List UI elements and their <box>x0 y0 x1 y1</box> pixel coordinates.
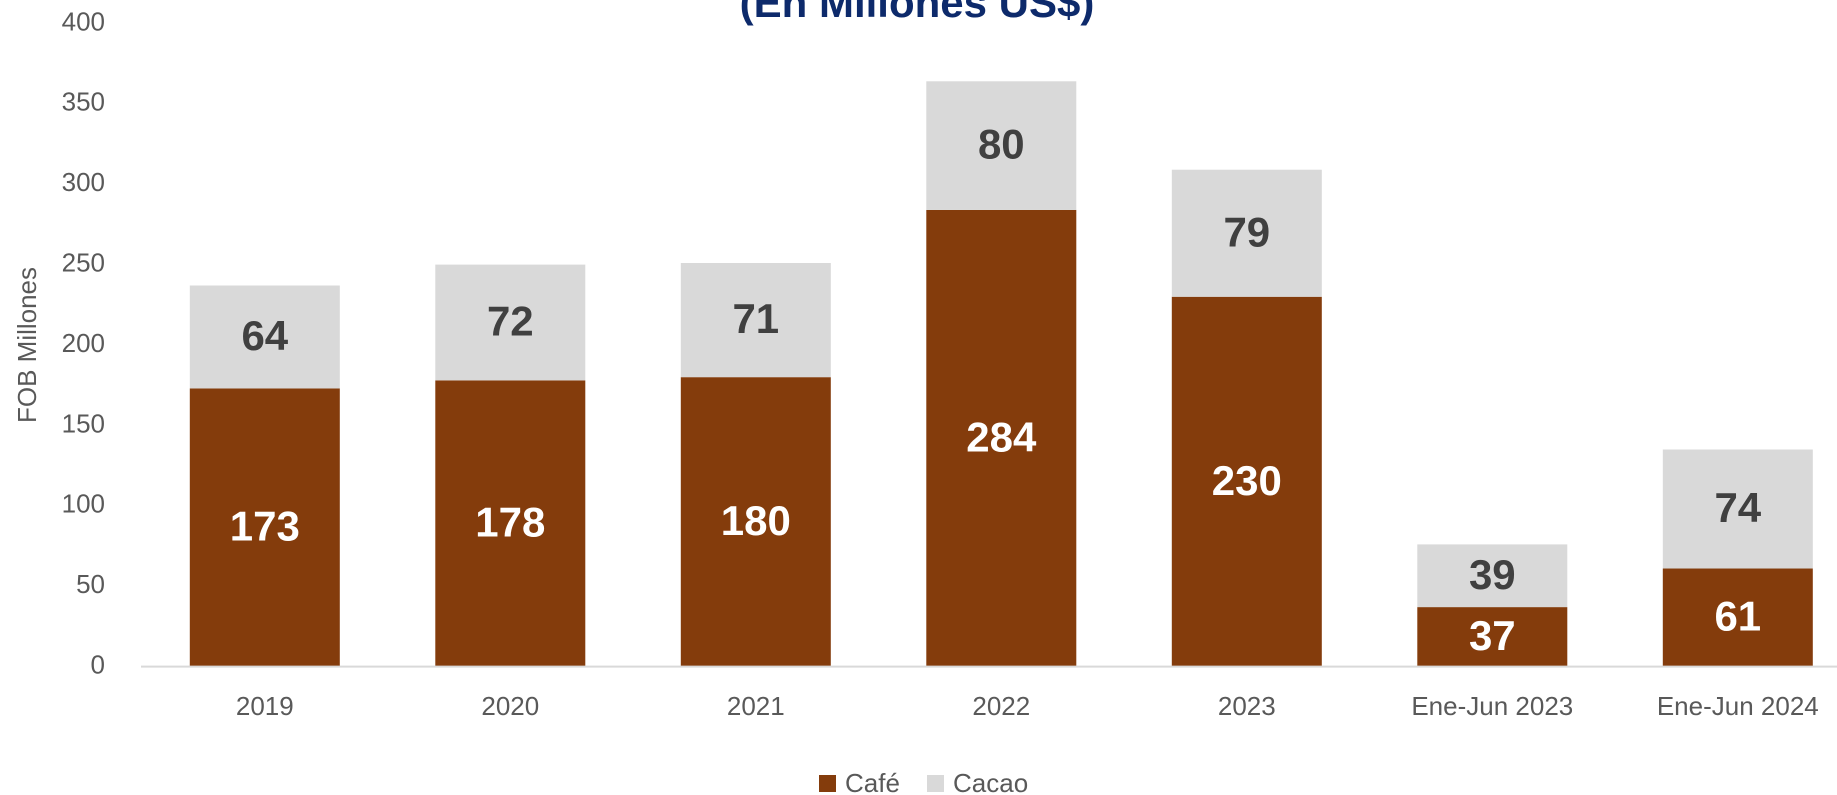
bar-segment <box>680 262 831 378</box>
data-label: 178 <box>475 499 545 546</box>
y-tick-label: 200 <box>62 328 105 358</box>
y-axis-label: FOB Millones <box>12 267 42 423</box>
bar-segment <box>680 377 831 667</box>
y-tick-label: 250 <box>62 247 105 277</box>
y-tick-label: 350 <box>62 87 105 117</box>
bar-segment <box>1417 607 1568 667</box>
data-label: 80 <box>978 121 1025 168</box>
bar-segment <box>435 380 586 667</box>
data-label: 61 <box>1714 593 1761 640</box>
y-tick-label: 300 <box>62 167 105 197</box>
data-label: 37 <box>1469 612 1516 659</box>
x-tick-label: 2022 <box>972 691 1030 721</box>
data-label: 71 <box>732 295 779 342</box>
bar-segment <box>1662 449 1813 569</box>
data-label: 39 <box>1469 551 1516 598</box>
data-label: 74 <box>1714 484 1761 531</box>
y-tick-label: 50 <box>76 569 105 599</box>
bar-segment <box>926 81 1077 210</box>
bar-segment <box>189 388 340 667</box>
y-tick-label: 150 <box>62 408 105 438</box>
bar-segment <box>1662 568 1813 667</box>
bar-segment <box>435 264 586 381</box>
data-label: 64 <box>241 312 288 359</box>
data-label: 230 <box>1212 457 1282 504</box>
legend-swatch <box>927 775 944 792</box>
y-tick-label: 0 <box>91 649 105 679</box>
y-tick-label: 400 <box>62 6 105 36</box>
data-label: 284 <box>966 413 1037 460</box>
data-label: 180 <box>721 497 791 544</box>
bar-segment <box>1171 169 1322 297</box>
x-tick-label: Ene-Jun 2024 <box>1657 691 1819 721</box>
chart-title: (En Millones US$) <box>740 0 1095 26</box>
bar-segment <box>1417 544 1568 608</box>
data-label: 72 <box>487 298 534 345</box>
x-tick-label: Ene-Jun 2023 <box>1411 691 1573 721</box>
x-tick-label: 2023 <box>1218 691 1276 721</box>
legend-label: Cacao <box>953 768 1028 795</box>
y-tick-label: 100 <box>62 489 105 519</box>
data-label: 79 <box>1223 208 1270 255</box>
data-label: 173 <box>230 503 300 550</box>
legend-label: Café <box>845 768 900 795</box>
legend-swatch <box>819 775 836 792</box>
bar-segment <box>189 285 340 389</box>
x-tick-label: 2019 <box>236 691 294 721</box>
bar-segment <box>926 209 1077 667</box>
x-tick-label: 2021 <box>727 691 785 721</box>
bar-segment <box>1171 296 1322 667</box>
x-tick-label: 2020 <box>481 691 539 721</box>
